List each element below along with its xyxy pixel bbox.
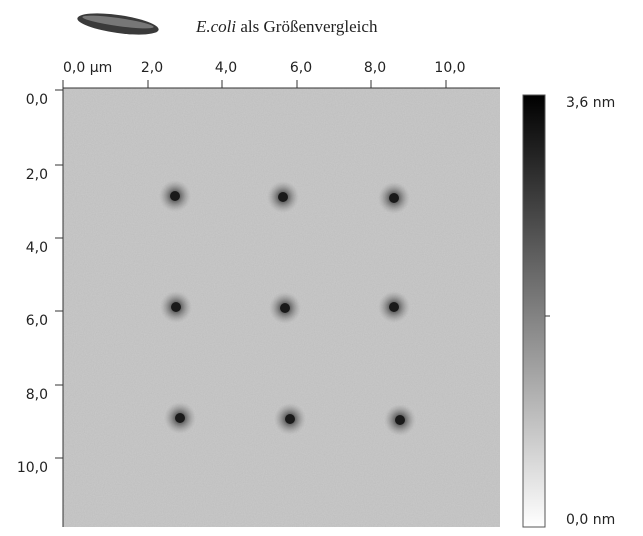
x-tick-label: 4,0 [215, 60, 237, 76]
colorbar-max: 3,6 nm [566, 95, 615, 111]
y-tick-label: 8,0 [26, 387, 48, 403]
spot [280, 303, 290, 313]
x-tick-label: 2,0 [141, 60, 163, 76]
title-species: E.coli [195, 17, 236, 36]
spot [278, 192, 288, 202]
spot [170, 191, 180, 201]
y-tick-label: 4,0 [26, 240, 48, 256]
colorbar-min: 0,0 nm [566, 512, 615, 528]
spot [395, 415, 405, 425]
spot [389, 302, 399, 312]
x-tick-label: 6,0 [290, 60, 312, 76]
spot [175, 413, 185, 423]
x-tick-label: 10,0 [434, 60, 465, 76]
afm-figure: E.coli als Größenvergleich 3,6 nm 0,0 nm… [0, 0, 643, 536]
title: E.coli als Größenvergleich [195, 17, 378, 36]
x-tick-label: 0,0 µm [63, 60, 112, 76]
spot [285, 414, 295, 424]
y-tick-label: 2,0 [26, 167, 48, 183]
spot [171, 302, 181, 312]
y-tick-label: 6,0 [26, 313, 48, 329]
y-tick-label: 0,0 [26, 92, 48, 108]
colorbar [523, 95, 545, 527]
title-text: als Größenvergleich [240, 17, 378, 36]
x-tick-label: 8,0 [364, 60, 386, 76]
y-tick-label: 10,0 [17, 460, 48, 476]
spot [389, 193, 399, 203]
